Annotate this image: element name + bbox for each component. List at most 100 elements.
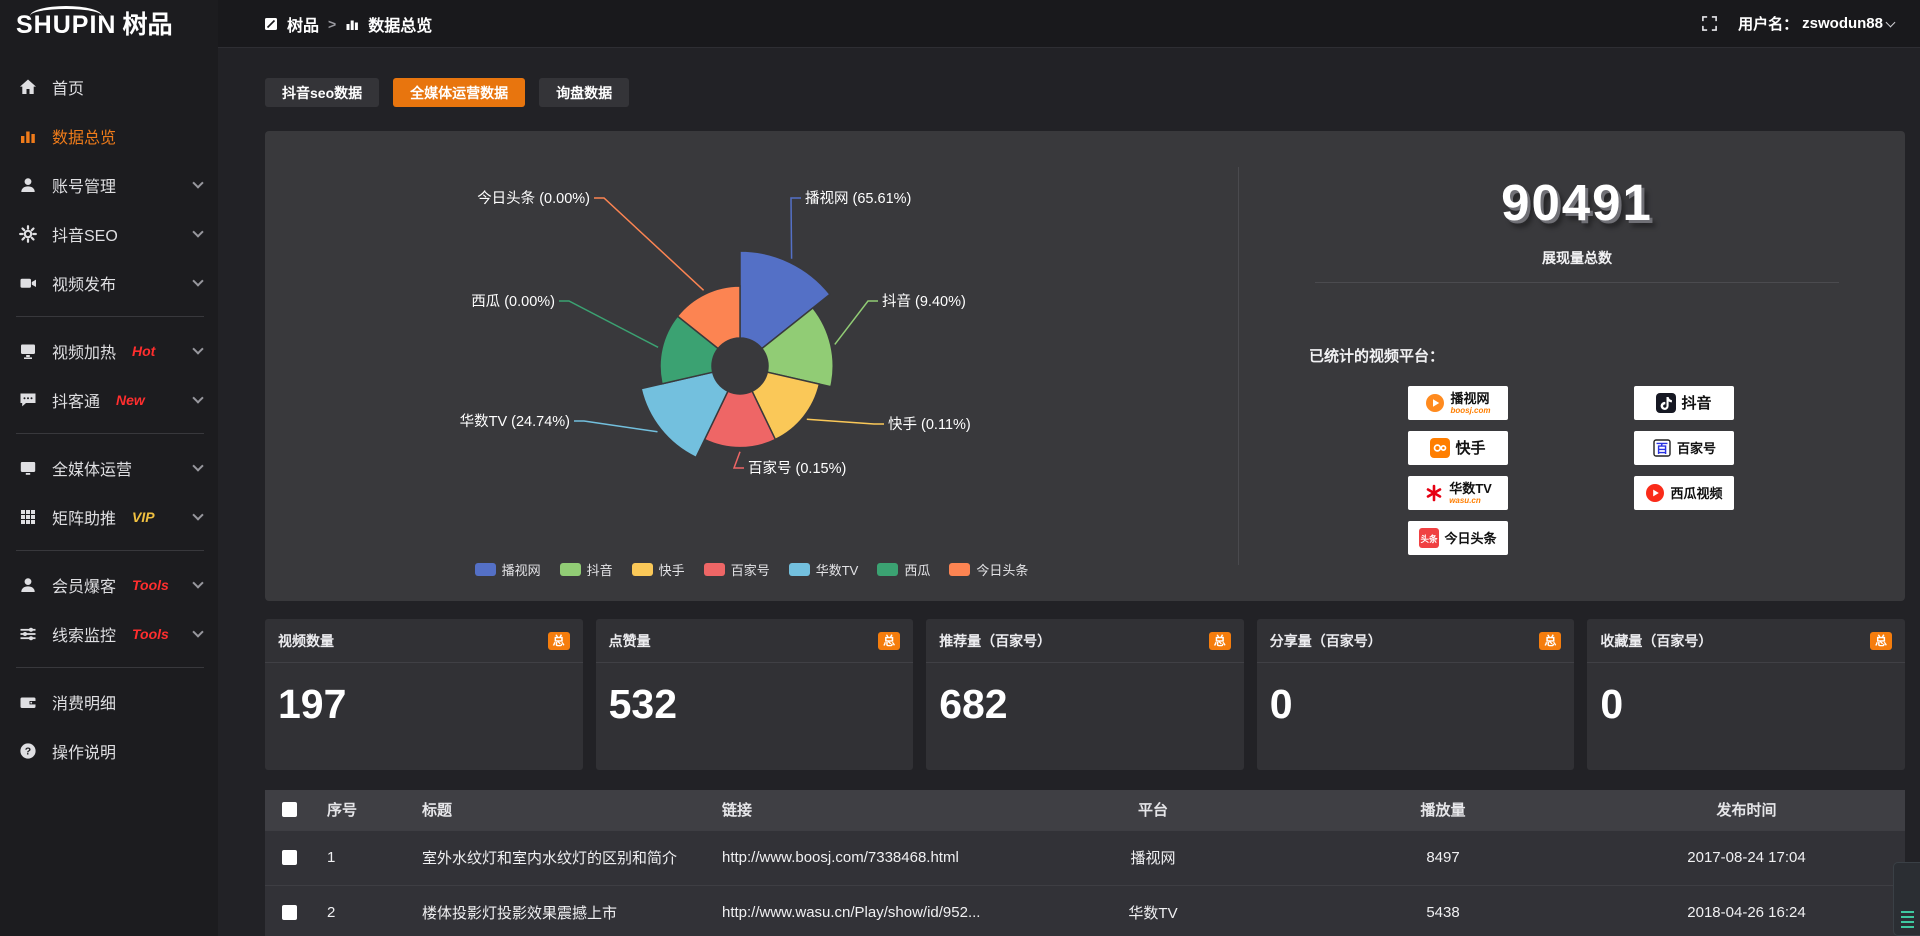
pie-slice-label: 快手 (0.11%) — [888, 416, 971, 433]
sidebar-item-member-leads[interactable]: 会员爆客 Tools — [0, 560, 218, 609]
video-title-link[interactable]: 楼体投影灯投影效果震撼上市 — [408, 884, 708, 936]
tools-badge: Tools — [132, 576, 169, 593]
sidebar-item-matrix-boost[interactable]: 矩阵助推 VIP — [0, 492, 218, 541]
sidebar-divider — [16, 550, 204, 551]
legend-label: 华数TV — [815, 563, 859, 578]
sidebar-item-lead-monitor[interactable]: 线索监控 Tools — [0, 609, 218, 658]
username-value: zswodun88 — [1802, 15, 1883, 32]
topbar-right: 用户名： zswodun88 — [1701, 13, 1896, 34]
chevron-down-icon — [1885, 17, 1896, 27]
legend-item-华数TV[interactable]: 华数TV — [788, 560, 859, 579]
bar-chart-icon — [18, 127, 38, 145]
stat-value: 532 — [608, 681, 678, 727]
pie-label-line — [732, 451, 744, 469]
pie-slice-播视网[interactable] — [739, 250, 831, 350]
legend-swatch — [631, 563, 653, 576]
publish-time-cell: 2017-08-24 17:04 — [1588, 829, 1905, 885]
platforms-grid: 播视网 boosj.com 抖音 快手 百 百家号 华数TV wasu.cn — [1309, 386, 1845, 555]
legend-swatch — [949, 563, 971, 576]
chart-legend: 播视网 抖音 快手 百家号 华数TV 西瓜 今日头条 — [265, 560, 1238, 579]
table-row: 1 室外水纹灯和室内水纹灯的区别和简介 http://www.boosj.com… — [265, 829, 1905, 885]
username-label: 用户名： — [1738, 16, 1799, 33]
breadcrumb-separator: > — [328, 15, 337, 32]
videos-table: 序号 标题 链接 平台 播放量 发布时间 1 室外水纹灯和室内水纹灯的区别和简介… — [265, 790, 1905, 936]
pie-slice-华数TV[interactable] — [640, 371, 729, 459]
fullscreen-icon[interactable] — [1701, 15, 1718, 32]
tab-inquiry[interactable]: 询盘数据 — [539, 78, 630, 107]
sidebar-item-video-publish[interactable]: 视频发布 — [0, 258, 218, 307]
sidebar-item-account[interactable]: 账号管理 — [0, 160, 218, 209]
platform-badge-wasu[interactable]: 华数TV wasu.cn — [1408, 476, 1508, 510]
sidebar-item-help[interactable]: ? 操作说明 — [0, 726, 218, 775]
wallet-icon — [18, 693, 38, 711]
sidebar-item-consumption[interactable]: 消费明细 — [0, 677, 218, 726]
svg-text:头条: 头条 — [1421, 534, 1439, 544]
brand-logo[interactable]: SHUPIN 树品 — [0, 0, 218, 50]
gear-icon — [18, 224, 38, 243]
tab-omnimedia[interactable]: 全媒体运营数据 — [393, 78, 526, 107]
pie-slice-今日头条[interactable] — [676, 285, 741, 350]
home-icon — [18, 78, 38, 96]
user-icon — [18, 176, 38, 194]
topbar: 树品 > 数据总览 用户名： zswodun88 — [218, 0, 1920, 48]
stat-card-favorites: 收藏量（百家号）总 0 — [1587, 619, 1905, 770]
sidebar-item-video-heat[interactable]: 视频加热 Hot — [0, 326, 218, 375]
chevron-down-icon — [192, 576, 204, 589]
legend-label: 百家号 — [730, 563, 770, 578]
legend-item-百家号[interactable]: 百家号 — [703, 560, 770, 579]
pie-slice-label: 今日头条 (0.00%) — [477, 190, 590, 207]
platform-badge-douyin[interactable]: 抖音 — [1634, 386, 1734, 420]
rose-pie-chart[interactable]: 播视网 (65.61%) 抖音 (9.40%) 快手 (0.11%) 百家号 (0.1… — [265, 131, 1238, 571]
sidebar-item-omnimedia[interactable]: 全媒体运营 — [0, 443, 218, 492]
platform-badge-kuaishou[interactable]: 快手 — [1408, 431, 1508, 465]
platform-badge-toutiao[interactable]: 头条 今日头条 — [1408, 521, 1508, 555]
video-url-link[interactable]: http://www.wasu.cn/Play/show/id/952... — [708, 884, 1008, 936]
total-badge[interactable]: 总 — [547, 631, 570, 650]
logo-arc — [30, 5, 103, 16]
video-title-link[interactable]: 室外水纹灯和室内水纹灯的区别和简介 — [408, 829, 708, 885]
legend-item-快手[interactable]: 快手 — [631, 560, 685, 579]
pie-slice-label: 百家号 (0.15%) — [748, 460, 846, 477]
vip-badge: VIP — [132, 508, 155, 525]
pie-slice-抖音[interactable] — [760, 306, 834, 388]
overview-panel: 播视网 (65.61%) 抖音 (9.40%) 快手 (0.11%) 百家号 (0.1… — [265, 131, 1905, 601]
pie-slice-label: 抖音 (9.40%) — [882, 293, 966, 310]
sidebar-item-doukaitong[interactable]: 抖客通 New — [0, 375, 218, 424]
platform-badge-baijiahao[interactable]: 百 百家号 — [1634, 431, 1734, 465]
tab-douyin-seo[interactable]: 抖音seo数据 — [265, 78, 380, 107]
total-badge[interactable]: 总 — [1539, 631, 1562, 650]
floating-helper-widget[interactable] — [1893, 862, 1920, 936]
total-badge[interactable]: 总 — [878, 631, 901, 650]
legend-item-今日头条[interactable]: 今日头条 — [949, 560, 1028, 579]
stat-card-likes: 点赞量总 532 — [595, 619, 914, 770]
summary-panel: 90491 展现量总数 已统计的视频平台： 播视网 boosj.com 抖音 快手 — [1239, 131, 1905, 601]
legend-item-抖音[interactable]: 抖音 — [559, 560, 613, 579]
select-all-checkbox[interactable] — [281, 802, 297, 818]
boosj-logo-icon — [1426, 394, 1445, 412]
platform-badge-xigua[interactable]: 西瓜视频 — [1634, 476, 1734, 510]
total-badge[interactable]: 总 — [1208, 631, 1231, 650]
display-icon — [18, 342, 38, 360]
bar-chart-icon — [346, 20, 359, 30]
row-checkbox[interactable] — [281, 905, 297, 921]
sidebar-item-home[interactable]: 首页 — [0, 62, 218, 111]
legend-label: 播视网 — [501, 563, 541, 578]
breadcrumb-current: 数据总览 — [368, 17, 433, 35]
impressions-total: 90491 — [1501, 174, 1653, 231]
user-menu[interactable]: 用户名： zswodun88 — [1738, 13, 1896, 34]
row-checkbox[interactable] — [281, 850, 297, 865]
breadcrumb-root[interactable]: 树品 — [287, 17, 320, 35]
person-icon — [18, 576, 38, 594]
sidebar-divider — [16, 433, 204, 434]
chat-bubble-icon — [18, 391, 38, 409]
video-url-link[interactable]: http://www.boosj.com/7338468.html — [708, 829, 1008, 885]
sidebar-item-douyin-seo[interactable]: 抖音SEO — [0, 209, 218, 258]
legend-swatch — [703, 563, 725, 576]
total-badge[interactable]: 总 — [1869, 631, 1892, 650]
legend-item-播视网[interactable]: 播视网 — [474, 560, 541, 579]
pie-slice-label: 华数TV (24.74%) — [460, 413, 570, 430]
tools-badge: Tools — [132, 625, 169, 642]
platform-badge-boosj[interactable]: 播视网 boosj.com — [1408, 386, 1508, 420]
sidebar-item-data-overview[interactable]: 数据总览 — [0, 111, 218, 160]
legend-item-西瓜[interactable]: 西瓜 — [877, 560, 930, 579]
